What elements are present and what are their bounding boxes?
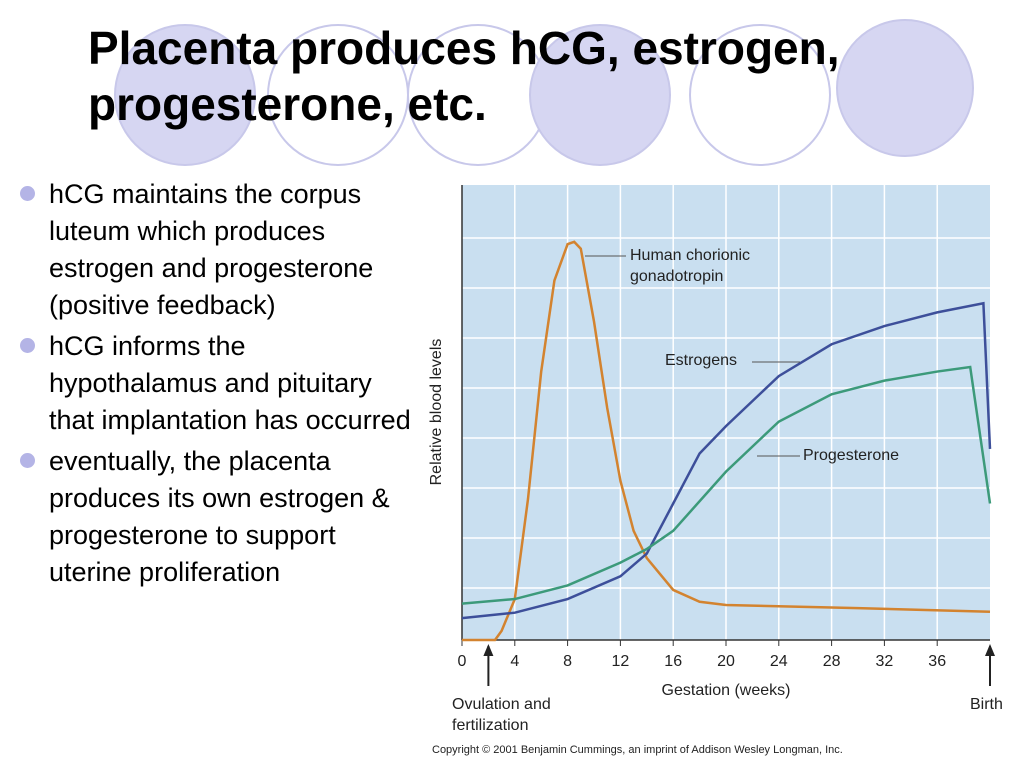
y-axis-label: Relative blood levels	[428, 339, 445, 486]
x-tick-label: 12	[612, 653, 630, 670]
arrow-head	[483, 644, 494, 656]
bullet: hCG maintains the corpus luteum which pr…	[18, 176, 419, 324]
x-tick-label: 28	[823, 653, 841, 670]
x-tick-label: 8	[563, 653, 572, 670]
x-axis-label: Gestation (weeks)	[662, 682, 791, 699]
x-tick-label: 16	[664, 653, 682, 670]
x-tick-label: 36	[928, 653, 946, 670]
slide-title: Placenta produces hCG, estrogen, progest…	[88, 22, 840, 130]
x-tick-label: 32	[876, 653, 894, 670]
series-label: Human chorionic gonadotropin	[630, 247, 751, 285]
series-label: Estrogens	[665, 352, 738, 369]
bullet: eventually, the placenta produces its ow…	[18, 443, 419, 591]
series-line	[462, 240, 991, 642]
x-tick-label: 4	[510, 653, 519, 670]
annotation: Birth	[970, 696, 1003, 713]
decoration	[114, 19, 974, 166]
bullet: hCG informs the hypothalamus and pituita…	[18, 328, 419, 439]
series-line	[461, 301, 992, 620]
x-tick-label: 24	[770, 653, 788, 670]
series-line	[461, 365, 992, 605]
arrow-head	[985, 644, 995, 656]
copyright: Copyright © 2001 Benjamin Cummings, an i…	[432, 744, 843, 756]
x-tick-label: 20	[717, 653, 735, 670]
annotation: Ovulation and fertilization	[452, 696, 551, 734]
x-tick-label: 0	[458, 653, 467, 670]
series-label: Progesterone	[803, 447, 900, 464]
bullet-list: hCG maintains the corpus luteum which pr…	[18, 176, 418, 595]
